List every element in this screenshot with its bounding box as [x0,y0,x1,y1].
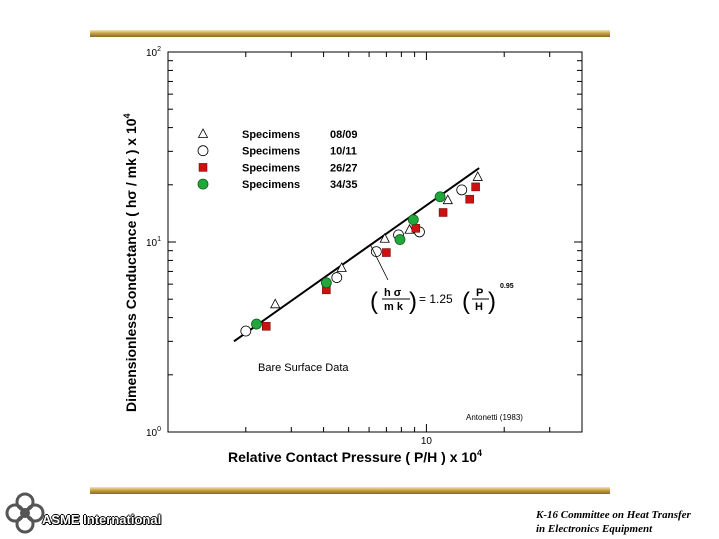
eq-paren-left: ( [370,288,378,315]
y-tick-label: 101 [146,236,161,249]
fit-equation: ( h σ m k ) = 1.25 ( P H ) 0.95 [370,283,514,315]
data-points [240,171,483,337]
legend-label: Specimens [242,162,300,174]
legend-label: Specimens [242,179,300,191]
data-point-circle [456,184,468,196]
eq-paren-left-2: ( [462,288,470,315]
legend-label: Specimens [242,129,300,141]
x-axis-label-text: Relative Contact Pressure ( P/H ) x 10 [228,449,477,465]
data-point-square [411,224,421,233]
equation-leader-line [369,243,389,281]
data-point-circle [240,325,252,337]
legend-marker [197,128,209,138]
legend: Specimens 08/09 Specimens 10/11 Specimens 26/… [197,128,358,191]
data-point-circle [320,277,332,289]
data-point-circle [251,318,262,330]
data-point-triangle [336,262,347,272]
data-point-square [471,182,480,192]
y-axis-label: Dimensionless Conductance ( hσ / mk ) x … [122,113,139,412]
y-tick-label-exp: 0 [157,426,161,433]
annotation-source: Antonetti (1983) [466,413,523,422]
data-point-square [438,208,448,217]
legend-marker [197,178,209,190]
y-tick-label-exp: 2 [157,46,161,53]
legend-id: 08/09 [330,129,358,141]
data-point-triangle [270,298,281,309]
bottom-decorative-bar [90,487,610,494]
committee-line-2: in Electronics Equipment [536,523,653,535]
legend-id: 26/27 [330,162,358,174]
committee-line-1: K-16 Committee on Heat Transfer [536,509,691,521]
data-point-circle [434,191,446,203]
legend-id: 34/35 [330,179,358,191]
asme-logo-icon [5,492,45,534]
x-axis-label: Relative Contact Pressure ( P/H ) x 104 [228,448,482,465]
data-point-triangle [472,171,483,181]
data-point-circle [370,246,382,258]
legend-label: Specimens [242,146,300,158]
legend-id: 10/11 [330,146,357,158]
data-point-square [465,194,474,204]
data-point-square [262,322,271,331]
data-point-circle [394,234,406,245]
data-point-square [382,248,391,257]
x-tick-label: 10 [421,436,433,447]
data-point-triangle [379,232,390,243]
eq-lhs-numerator: h σ [384,287,402,299]
data-point-circle [331,272,343,283]
eq-lhs-denominator: m k [384,301,404,313]
x-axis-label-exp: 4 [477,448,482,458]
y-axis-label-exp: 4 [122,113,132,118]
data-point-triangle [442,194,453,205]
y-axis-label-text: Dimensionless Conductance ( hσ / mk ) x … [123,118,139,412]
annotation-bare-surface: Bare Surface Data [258,362,349,374]
top-decorative-bar [90,30,610,37]
legend-marker [198,163,208,172]
y-tick-label-exp: 1 [157,236,161,243]
eq-rhs-numerator: P [476,287,483,299]
eq-paren-right: ) [409,288,417,315]
y-tick-label: 102 [146,46,161,59]
legend-marker [197,145,209,157]
y-tick-label: 100 [146,426,161,439]
eq-rhs-denominator: H [475,301,483,313]
eq-exponent: 0.95 [500,283,514,290]
committee-credit: K-16 Committee on Heat Transfer in Elect… [536,508,691,536]
asme-logo-text: ASME International [42,512,162,527]
eq-coefficient: = 1.25 [419,292,453,306]
eq-paren-right-2: ) [488,288,496,315]
data-point-circle [407,214,419,226]
